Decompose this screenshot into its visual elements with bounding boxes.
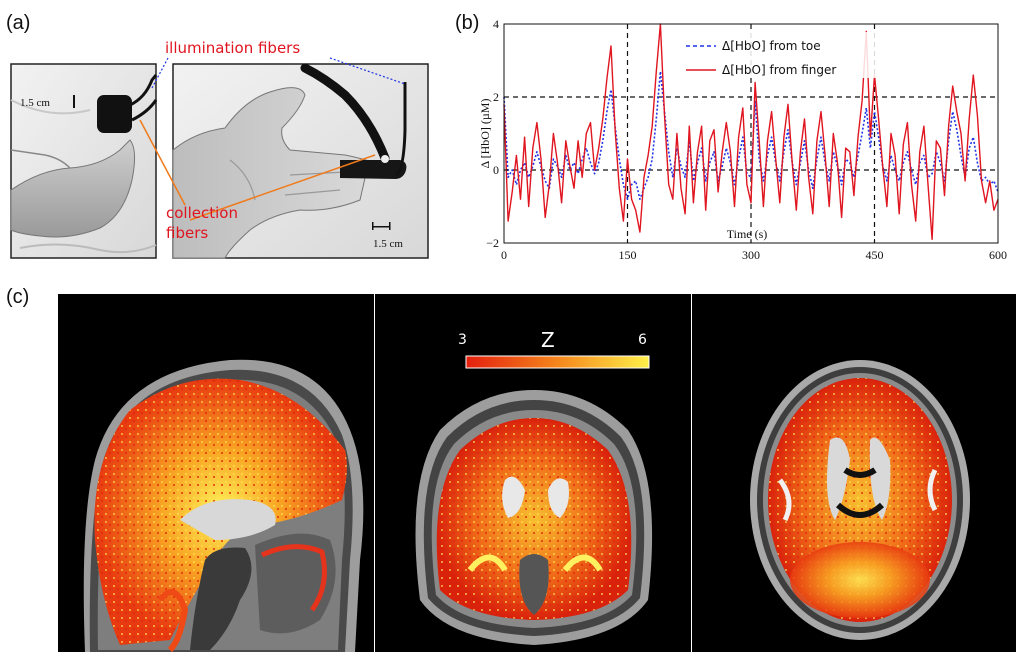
x-tick-label: 450 [866,248,884,262]
x-tick-label: 150 [619,248,637,262]
collection-fibers-label-line1: collection [166,204,238,222]
colorbar-min-label: 3 [458,332,467,348]
hand-scale-bar [372,226,390,228]
y-axis-label: Δ [HbO] (µM) [478,99,492,169]
axial-slice [692,294,1016,652]
colorbar-max-label: 6 [638,332,647,348]
probe-photographs: 1.5 cm 1.5 cm illumination fibers collec… [10,39,429,259]
y-tick-label: 4 [493,17,499,31]
illumination-fibers-label: illumination fibers [165,39,300,57]
z-colorbar [465,355,650,369]
hand-photo: 1.5 cm [172,63,429,259]
panel-b-label: (b) [455,12,480,34]
panel-a-label: (a) [6,12,31,34]
collection-fibers-label-line2: fibers [166,224,208,242]
chart-legend: Δ[HbO] from toe Δ[HbO] from finger [680,32,880,78]
colorbar-title: Z [541,328,555,352]
toe-probe [97,95,132,133]
hand-scale-text: 1.5 cm [373,238,403,250]
y-tick-label: −2 [486,236,499,250]
collection-leader-hand [189,154,376,221]
foot-photo: 1.5 cm [10,63,158,259]
x-tick-label: 300 [742,248,760,262]
legend-entry: Δ[HbO] from finger [722,63,836,77]
legend-entry: Δ[HbO] from toe [722,39,821,53]
finger-probe [340,160,407,179]
x-tick-label: 0 [501,248,507,262]
foot-scale-text: 1.5 cm [20,97,50,109]
y-tick-label: 0 [493,163,499,177]
panel-c-label: (c) [6,286,30,308]
illumination-leader-foot [151,57,169,89]
foot-scale-bar [73,95,75,108]
x-tick-label: 600 [989,248,1007,262]
y-tick-label: 2 [493,90,499,104]
chart-series [503,23,999,241]
series-finger-line [503,23,999,241]
x-axis-label: Time (s) [727,227,768,241]
illumination-leader-hand [329,57,406,85]
sagittal-slice [58,294,374,652]
coronal-slice: 3 Z 6 [375,294,691,652]
collection-leader-foot [139,119,186,206]
